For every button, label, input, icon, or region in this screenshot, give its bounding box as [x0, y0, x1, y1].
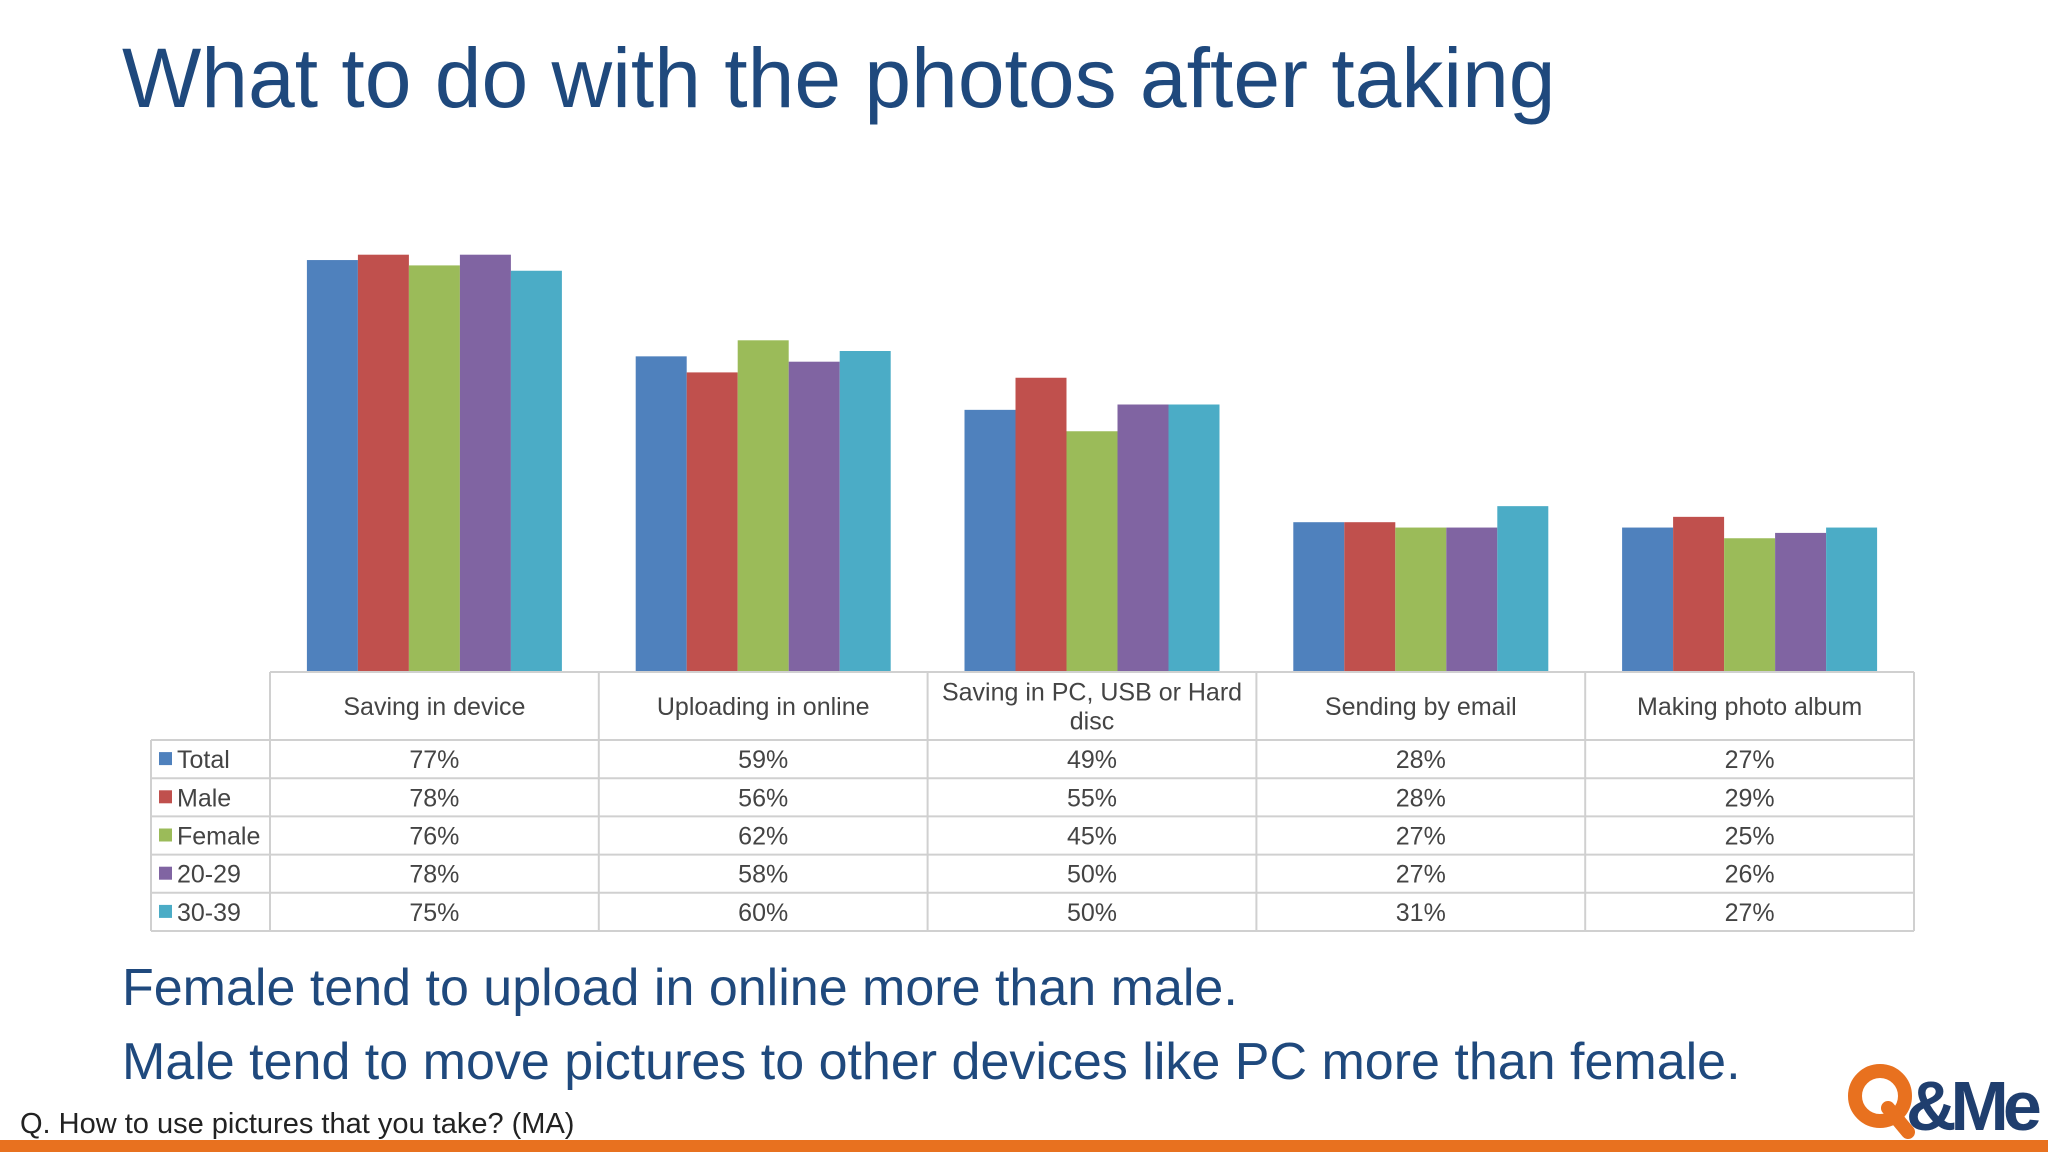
bar-20-29-3 [1117, 404, 1169, 672]
bar-30-39-5 [1826, 527, 1878, 672]
data-label: 58% [738, 861, 788, 889]
legend-label-20-29: 20-29 [177, 861, 241, 889]
bar-female-2 [737, 340, 789, 672]
legend-swatch-20-29 [159, 866, 172, 880]
bars-layer [306, 254, 1878, 672]
legend-label-male: Male [177, 784, 231, 812]
legend-swatch-30-39 [159, 904, 172, 918]
survey-question: Q. How to use pictures that you take? (M… [20, 1108, 575, 1140]
data-table: Saving in device Uploading in online Savin… [150, 671, 1915, 932]
data-label: 56% [738, 784, 788, 812]
finding-male-move: Male tend to move pictures to other devi… [122, 1033, 1741, 1091]
bar-male-1 [357, 254, 409, 672]
bar-female-4 [1395, 527, 1447, 672]
bar-total-3 [964, 409, 1016, 672]
svg-text:&Me: &Me [1906, 1067, 2040, 1140]
data-label: 77% [409, 746, 459, 774]
data-label: 28% [1396, 746, 1446, 774]
bar-male-2 [686, 372, 738, 672]
data-label: 50% [1067, 899, 1117, 927]
bar-male-5 [1673, 516, 1725, 672]
data-label: 29% [1725, 784, 1775, 812]
category-label: Saving in device [343, 693, 525, 721]
data-label: 26% [1725, 861, 1775, 889]
bar-total-4 [1293, 522, 1345, 672]
bar-male-3 [1015, 377, 1067, 672]
legend-swatch-female [159, 828, 172, 842]
data-label: 55% [1067, 784, 1117, 812]
data-label: 59% [738, 746, 788, 774]
data-label: 27% [1396, 823, 1446, 851]
bar-20-29-1 [459, 254, 511, 672]
data-label: 60% [738, 899, 788, 927]
category-label: Making photo album [1637, 693, 1862, 721]
bar-female-3 [1066, 431, 1118, 672]
bottom-accent-bar [0, 1140, 2048, 1152]
finding-female-upload: Female tend to upload in online more tha… [122, 959, 1238, 1017]
bar-female-5 [1724, 538, 1776, 672]
bar-20-29-4 [1446, 527, 1498, 672]
bar-total-5 [1622, 527, 1674, 672]
legend-swatch-total [159, 752, 172, 766]
bar-30-39-4 [1497, 506, 1549, 672]
data-label: 25% [1725, 823, 1775, 851]
data-label: 27% [1725, 746, 1775, 774]
bar-20-29-5 [1775, 532, 1827, 672]
legend-label-female: Female [177, 823, 260, 851]
data-label: 45% [1067, 823, 1117, 851]
data-label: 28% [1396, 784, 1446, 812]
data-label: 75% [409, 899, 459, 927]
data-label: 78% [409, 784, 459, 812]
bar-female-1 [408, 265, 460, 672]
bar-male-4 [1344, 522, 1396, 672]
data-label: 27% [1725, 899, 1775, 927]
data-label: 76% [409, 823, 459, 851]
data-label: 31% [1396, 899, 1446, 927]
page-title: What to do with the photos after taking [122, 31, 1556, 125]
legend-swatch-male [159, 790, 172, 804]
bar-20-29-2 [788, 361, 840, 672]
bar-total-2 [635, 356, 687, 672]
category-label: Sending by email [1325, 693, 1517, 721]
qme-logo: &Me [1848, 1064, 2046, 1140]
bar-30-39-3 [1168, 404, 1220, 672]
legend-label-30-39: 30-39 [177, 899, 241, 927]
data-label: 27% [1396, 861, 1446, 889]
category-label: Saving in PC, USB or Hard [942, 679, 1242, 707]
data-label: 62% [738, 823, 788, 851]
data-label: 78% [409, 861, 459, 889]
bar-chart: Saving in device Uploading in online Savin… [150, 254, 1915, 932]
bar-30-39-2 [839, 351, 891, 672]
category-label: Uploading in online [657, 693, 870, 721]
data-label: 50% [1067, 861, 1117, 889]
data-label: 49% [1067, 746, 1117, 774]
bar-total-1 [306, 260, 358, 672]
category-label: disc [1070, 708, 1114, 736]
legend-label-total: Total [177, 746, 230, 774]
bar-30-39-1 [510, 270, 562, 672]
